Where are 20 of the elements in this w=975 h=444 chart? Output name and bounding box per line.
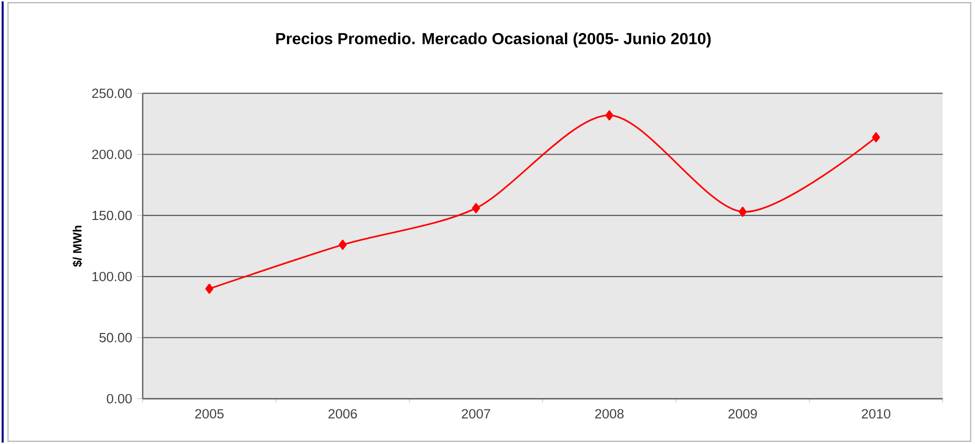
y-tick-label: 150.00 <box>92 210 132 220</box>
x-tick-label: 2006 <box>328 409 357 418</box>
x-tick-label: 2007 <box>462 409 490 418</box>
y-tick-label: 100.00 <box>92 272 132 282</box>
x-tick-label: 2009 <box>728 409 757 418</box>
x-tick-label: 2010 <box>862 409 890 418</box>
point <box>738 206 747 217</box>
y-tick-label: 250.00 <box>92 88 132 98</box>
y-axis-title: $/ MWh <box>72 226 82 267</box>
chart-title: Precios Promedio. Mercado Ocasional (2005- Junio 2010) <box>276 32 711 48</box>
y-tick-label: 0.00 <box>106 394 132 404</box>
x-tick-label: 2005 <box>195 409 224 418</box>
x-tick-label: 2008 <box>595 409 624 418</box>
point <box>872 132 880 142</box>
y-tick-label: 200.00 <box>92 150 132 160</box>
point <box>472 203 480 214</box>
y-tick-label: 50.00 <box>99 332 132 342</box>
point <box>338 240 347 250</box>
point <box>205 284 214 294</box>
point <box>605 110 614 120</box>
